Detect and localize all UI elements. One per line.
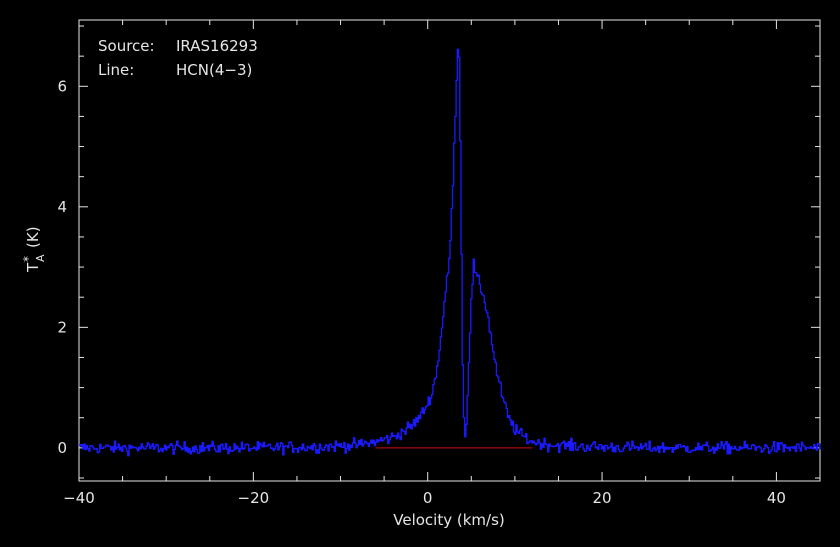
y-tick-label: 6 <box>57 77 67 95</box>
source-value: IRAS16293 <box>176 37 258 55</box>
x-tick-label: 40 <box>767 489 786 507</box>
line-value: HCN(4−3) <box>176 61 252 79</box>
x-tick-label: −40 <box>63 489 95 507</box>
y-axis-label-sub: A <box>34 254 47 262</box>
spectrum-series-line <box>79 48 821 457</box>
y-axis-label-super: * <box>21 256 35 262</box>
x-tick-label: 20 <box>593 489 612 507</box>
y-axis-label-unit: (K) <box>24 226 42 248</box>
plot-frame <box>78 19 821 482</box>
x-tick-label: 0 <box>423 489 433 507</box>
line-label: Line: <box>98 61 134 79</box>
x-axis-label: Velocity (km/s) <box>393 511 504 529</box>
y-tick-label: 4 <box>57 198 67 216</box>
y-tick-labels: 0 2 4 6 <box>57 77 67 457</box>
y-axis-label: T * A (K) <box>21 226 47 273</box>
y-tick-label: 2 <box>57 318 67 336</box>
y-tick-label: 0 <box>57 439 67 457</box>
y-axis-label-main: T <box>24 262 42 273</box>
x-tick-label: −20 <box>238 489 270 507</box>
axis-ticks <box>78 20 821 481</box>
source-label: Source: <box>98 37 155 55</box>
x-tick-labels: −40 −20 0 20 40 <box>63 489 786 507</box>
